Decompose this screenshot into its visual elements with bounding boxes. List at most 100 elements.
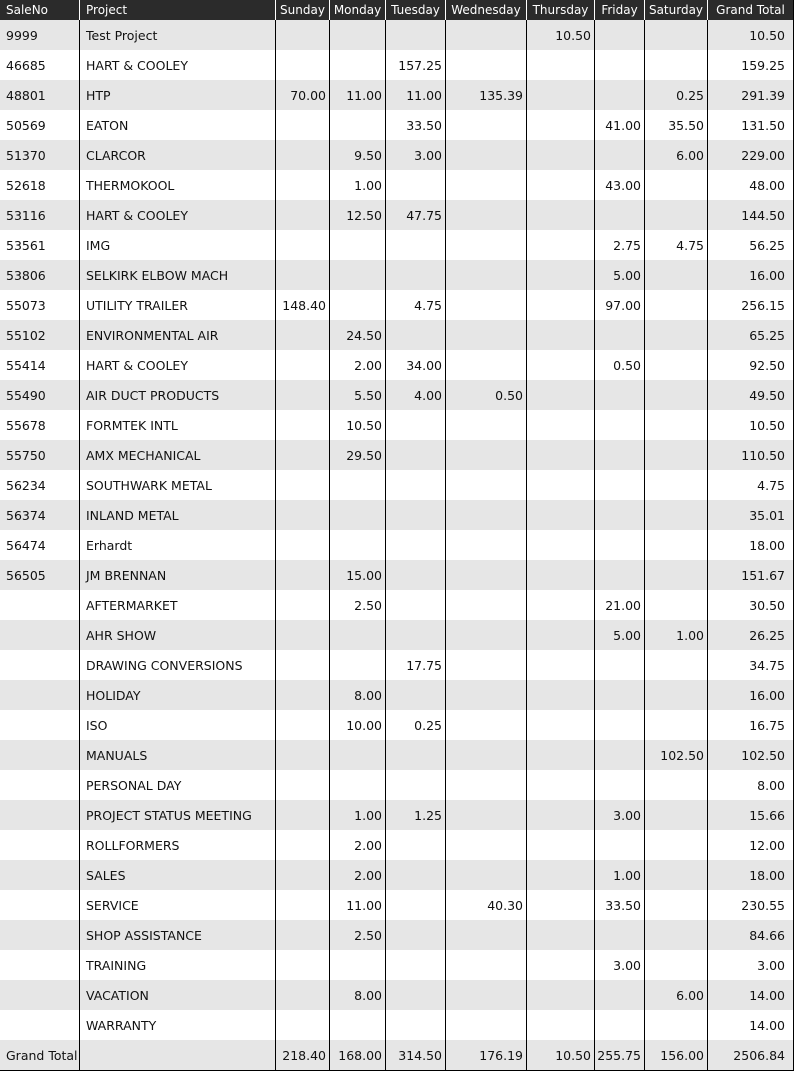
- cell-monday[interactable]: 8.00: [330, 680, 386, 710]
- cell-friday[interactable]: [595, 1010, 645, 1040]
- cell-wednesday[interactable]: [446, 20, 527, 50]
- cell-project[interactable]: PERSONAL DAY: [80, 770, 276, 800]
- cell-grand-total[interactable]: 102.50: [741, 747, 785, 763]
- cell-monday[interactable]: 1.00: [330, 170, 386, 200]
- cell-wednesday[interactable]: 0.50: [446, 380, 527, 410]
- cell-monday[interactable]: [330, 620, 386, 650]
- cell-friday[interactable]: 33.50: [595, 890, 645, 920]
- cell-monday[interactable]: 15.00: [330, 560, 386, 590]
- cell-saleno[interactable]: [0, 950, 80, 980]
- cell-saturday[interactable]: [645, 380, 708, 410]
- header-saturday[interactable]: Saturday: [645, 0, 708, 20]
- total-sunday[interactable]: 218.40: [276, 1040, 330, 1070]
- cell-sunday[interactable]: 148.40: [276, 290, 330, 320]
- header-tuesday[interactable]: Tuesday: [386, 0, 446, 20]
- cell-tuesday[interactable]: 4.75: [386, 290, 446, 320]
- cell-tuesday[interactable]: [386, 260, 446, 290]
- header-saleno[interactable]: SaleNo: [0, 0, 80, 20]
- cell-monday[interactable]: 10.50: [330, 410, 386, 440]
- total-label[interactable]: Grand Total: [0, 1040, 80, 1070]
- cell-grand-total[interactable]: 49.50: [749, 387, 785, 403]
- cell-sunday[interactable]: [276, 980, 330, 1010]
- cell-grand-total[interactable]: 30.50: [749, 597, 785, 613]
- cell-project[interactable]: SALES: [80, 860, 276, 890]
- cell-sunday[interactable]: [276, 830, 330, 860]
- cell-friday[interactable]: [595, 410, 645, 440]
- cell-tuesday[interactable]: 157.25: [386, 50, 446, 80]
- cell-monday[interactable]: [330, 1010, 386, 1040]
- cell-friday[interactable]: 2.75: [595, 230, 645, 260]
- cell-thursday[interactable]: [527, 140, 595, 170]
- cell-tuesday[interactable]: [386, 770, 446, 800]
- cell-sunday[interactable]: [276, 890, 330, 920]
- cell-monday[interactable]: 8.00: [330, 980, 386, 1010]
- cell-wednesday[interactable]: [446, 920, 527, 950]
- cell-monday[interactable]: [330, 290, 386, 320]
- cell-wednesday[interactable]: [446, 620, 527, 650]
- cell-saleno[interactable]: 55414: [0, 350, 80, 380]
- cell-thursday[interactable]: [527, 530, 595, 560]
- cell-thursday[interactable]: [527, 920, 595, 950]
- cell-saturday[interactable]: [645, 650, 708, 680]
- cell-tuesday[interactable]: [386, 20, 446, 50]
- cell-project[interactable]: HTP: [80, 80, 276, 110]
- cell-grand-total[interactable]: 34.75: [749, 657, 785, 673]
- cell-monday[interactable]: 2.50: [330, 920, 386, 950]
- cell-tuesday[interactable]: 11.00: [386, 80, 446, 110]
- cell-friday[interactable]: [595, 380, 645, 410]
- cell-monday[interactable]: [330, 110, 386, 140]
- cell-friday[interactable]: 43.00: [595, 170, 645, 200]
- cell-saturday[interactable]: [645, 440, 708, 470]
- cell-saturday[interactable]: 6.00: [645, 140, 708, 170]
- cell-friday[interactable]: [595, 200, 645, 230]
- cell-sunday[interactable]: [276, 320, 330, 350]
- cell-tuesday[interactable]: 3.00: [386, 140, 446, 170]
- cell-grand-total[interactable]: 14.00: [749, 987, 785, 1003]
- cell-thursday[interactable]: [527, 860, 595, 890]
- cell-sunday[interactable]: [276, 650, 330, 680]
- cell-project[interactable]: AFTERMARKET: [80, 590, 276, 620]
- total-wednesday[interactable]: 176.19: [446, 1040, 527, 1070]
- cell-grand-total[interactable]: 18.00: [749, 867, 785, 883]
- cell-thursday[interactable]: [527, 740, 595, 770]
- cell-friday[interactable]: [595, 500, 645, 530]
- cell-sunday[interactable]: [276, 50, 330, 80]
- cell-grand-total[interactable]: 15.66: [749, 807, 785, 823]
- total-saturday[interactable]: 156.00: [645, 1040, 708, 1070]
- cell-monday[interactable]: [330, 650, 386, 680]
- cell-thursday[interactable]: [527, 170, 595, 200]
- cell-wednesday[interactable]: [446, 350, 527, 380]
- cell-wednesday[interactable]: 40.30: [446, 890, 527, 920]
- cell-saturday[interactable]: [645, 50, 708, 80]
- cell-monday[interactable]: [330, 260, 386, 290]
- cell-friday[interactable]: 21.00: [595, 590, 645, 620]
- cell-tuesday[interactable]: [386, 470, 446, 500]
- cell-tuesday[interactable]: [386, 320, 446, 350]
- cell-grand-total[interactable]: 65.25: [749, 327, 785, 343]
- cell-saleno[interactable]: 51370: [0, 140, 80, 170]
- cell-tuesday[interactable]: 4.00: [386, 380, 446, 410]
- cell-friday[interactable]: 5.00: [595, 620, 645, 650]
- cell-monday[interactable]: [330, 20, 386, 50]
- cell-project[interactable]: JM BRENNAN: [80, 560, 276, 590]
- cell-monday[interactable]: [330, 950, 386, 980]
- cell-saturday[interactable]: 35.50: [645, 110, 708, 140]
- cell-saleno[interactable]: [0, 800, 80, 830]
- cell-project[interactable]: AIR DUCT PRODUCTS: [80, 380, 276, 410]
- cell-thursday[interactable]: [527, 890, 595, 920]
- cell-tuesday[interactable]: [386, 830, 446, 860]
- cell-project[interactable]: ROLLFORMERS: [80, 830, 276, 860]
- cell-tuesday[interactable]: [386, 170, 446, 200]
- cell-thursday[interactable]: [527, 830, 595, 860]
- cell-sunday[interactable]: [276, 350, 330, 380]
- cell-wednesday[interactable]: [446, 410, 527, 440]
- cell-grand-total[interactable]: 26.25: [749, 627, 785, 643]
- cell-sunday[interactable]: [276, 110, 330, 140]
- cell-wednesday[interactable]: [446, 110, 527, 140]
- cell-friday[interactable]: [595, 50, 645, 80]
- cell-grand-total[interactable]: 35.01: [749, 507, 785, 523]
- cell-saleno[interactable]: [0, 740, 80, 770]
- cell-grand-total[interactable]: 84.66: [749, 927, 785, 943]
- cell-tuesday[interactable]: [386, 440, 446, 470]
- cell-wednesday[interactable]: [446, 200, 527, 230]
